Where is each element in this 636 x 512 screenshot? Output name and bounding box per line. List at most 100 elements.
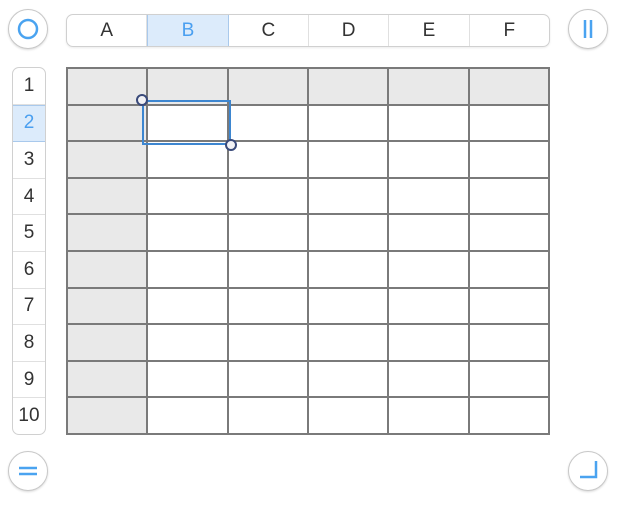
- cell-E1[interactable]: [387, 67, 470, 106]
- cell-C7[interactable]: [226, 286, 309, 326]
- column-header-bar: A B C D E F: [66, 14, 550, 47]
- cell-D4[interactable]: [306, 176, 390, 216]
- circle-icon: [17, 18, 39, 40]
- cell-E6[interactable]: [387, 249, 470, 289]
- cell-C3[interactable]: [226, 140, 309, 179]
- row-header[interactable]: 3: [13, 142, 45, 179]
- row-header[interactable]: 8: [13, 325, 45, 362]
- cell-D3[interactable]: [306, 140, 390, 179]
- cell-A9[interactable]: [65, 359, 149, 399]
- cell-D6[interactable]: [306, 249, 390, 289]
- cell-C1[interactable]: [226, 67, 309, 106]
- row-header[interactable]: 5: [13, 215, 45, 252]
- cell-A3[interactable]: [65, 140, 149, 179]
- cell-A8[interactable]: [65, 323, 149, 362]
- table-row: [65, 67, 551, 106]
- column-header-b[interactable]: B: [147, 15, 229, 46]
- row-header[interactable]: 9: [13, 362, 45, 399]
- cell-C6[interactable]: [226, 249, 309, 289]
- resize-table-button[interactable]: [568, 451, 608, 491]
- cell-F2[interactable]: [467, 103, 551, 143]
- cell-B8[interactable]: [146, 323, 229, 362]
- cell-A2[interactable]: [65, 103, 149, 143]
- cell-A10[interactable]: [65, 396, 149, 435]
- cell-B7[interactable]: [146, 286, 229, 326]
- cell-B3[interactable]: [146, 140, 229, 179]
- cell-F5[interactable]: [467, 213, 551, 252]
- row-header-bar: 1 2 3 4 5 6 7 8 9 10: [12, 67, 46, 435]
- select-table-button[interactable]: [8, 9, 48, 49]
- cell-F10[interactable]: [467, 396, 551, 435]
- row-header[interactable]: 4: [13, 179, 45, 216]
- cell-E2[interactable]: [387, 103, 470, 143]
- column-header-a[interactable]: A: [67, 15, 148, 46]
- row-header[interactable]: 6: [13, 252, 45, 289]
- cell-A4[interactable]: [65, 176, 149, 216]
- cell-F6[interactable]: [467, 249, 551, 289]
- cell-C5[interactable]: [226, 213, 309, 252]
- table-row: [65, 249, 551, 289]
- cell-D2[interactable]: [306, 103, 390, 143]
- cell-E3[interactable]: [387, 140, 470, 179]
- cell-D10[interactable]: [306, 396, 390, 435]
- cell-F4[interactable]: [467, 176, 551, 216]
- table-row: [65, 140, 551, 179]
- pause-bars-icon: [583, 20, 593, 38]
- cell-B4[interactable]: [146, 176, 229, 216]
- table-row: [65, 176, 551, 216]
- cell-B10[interactable]: [146, 396, 229, 435]
- cell-B9[interactable]: [146, 359, 229, 399]
- cell-C4[interactable]: [226, 176, 309, 216]
- cell-C2[interactable]: [226, 103, 309, 143]
- cell-F3[interactable]: [467, 140, 551, 179]
- cell-A5[interactable]: [65, 213, 149, 252]
- table-row: [65, 213, 551, 252]
- spreadsheet-grid: [65, 67, 551, 435]
- cell-C10[interactable]: [226, 396, 309, 435]
- equals-icon: [19, 466, 37, 476]
- cell-A1[interactable]: [65, 67, 149, 106]
- cell-F8[interactable]: [467, 323, 551, 362]
- row-header[interactable]: 10: [18, 405, 40, 427]
- column-header-f[interactable]: F: [503, 19, 516, 41]
- cell-C8[interactable]: [226, 323, 309, 362]
- row-header-selected[interactable]: 2: [13, 104, 45, 143]
- cell-B5[interactable]: [146, 213, 229, 252]
- table-row: [65, 323, 551, 362]
- cell-D1[interactable]: [306, 67, 390, 106]
- cell-A6[interactable]: [65, 249, 149, 289]
- cell-A7[interactable]: [65, 286, 149, 326]
- table-row: [65, 103, 551, 143]
- selection-handle-bottom-right[interactable]: [225, 139, 237, 151]
- selected-cell-outline: [142, 100, 231, 145]
- column-header-e[interactable]: E: [389, 15, 470, 46]
- cell-E5[interactable]: [387, 213, 470, 252]
- cell-D7[interactable]: [306, 286, 390, 326]
- cell-E8[interactable]: [387, 323, 470, 362]
- cell-F1[interactable]: [467, 67, 551, 106]
- cell-F7[interactable]: [467, 286, 551, 326]
- cell-E7[interactable]: [387, 286, 470, 326]
- cell-B2[interactable]: [146, 103, 229, 143]
- row-handle-button[interactable]: [8, 451, 48, 491]
- cell-E4[interactable]: [387, 176, 470, 216]
- corner-resize-icon: [580, 461, 598, 479]
- cell-E10[interactable]: [387, 396, 470, 435]
- column-handle-button[interactable]: [568, 9, 608, 49]
- column-header-d[interactable]: D: [309, 15, 390, 46]
- cell-C9[interactable]: [226, 359, 309, 399]
- column-header-c[interactable]: C: [229, 15, 309, 46]
- cell-B6[interactable]: [146, 249, 229, 289]
- cell-B1[interactable]: [146, 67, 229, 106]
- cell-D8[interactable]: [306, 323, 390, 362]
- cell-D9[interactable]: [306, 359, 390, 399]
- table-row: [65, 359, 551, 399]
- cell-D5[interactable]: [306, 213, 390, 252]
- table-row: [65, 396, 551, 435]
- cell-E9[interactable]: [387, 359, 470, 399]
- selection-handle-top-left[interactable]: [136, 94, 148, 106]
- row-header[interactable]: 7: [13, 289, 45, 326]
- cell-F9[interactable]: [467, 359, 551, 399]
- table-row: [65, 286, 551, 326]
- row-header[interactable]: 1: [13, 68, 45, 105]
